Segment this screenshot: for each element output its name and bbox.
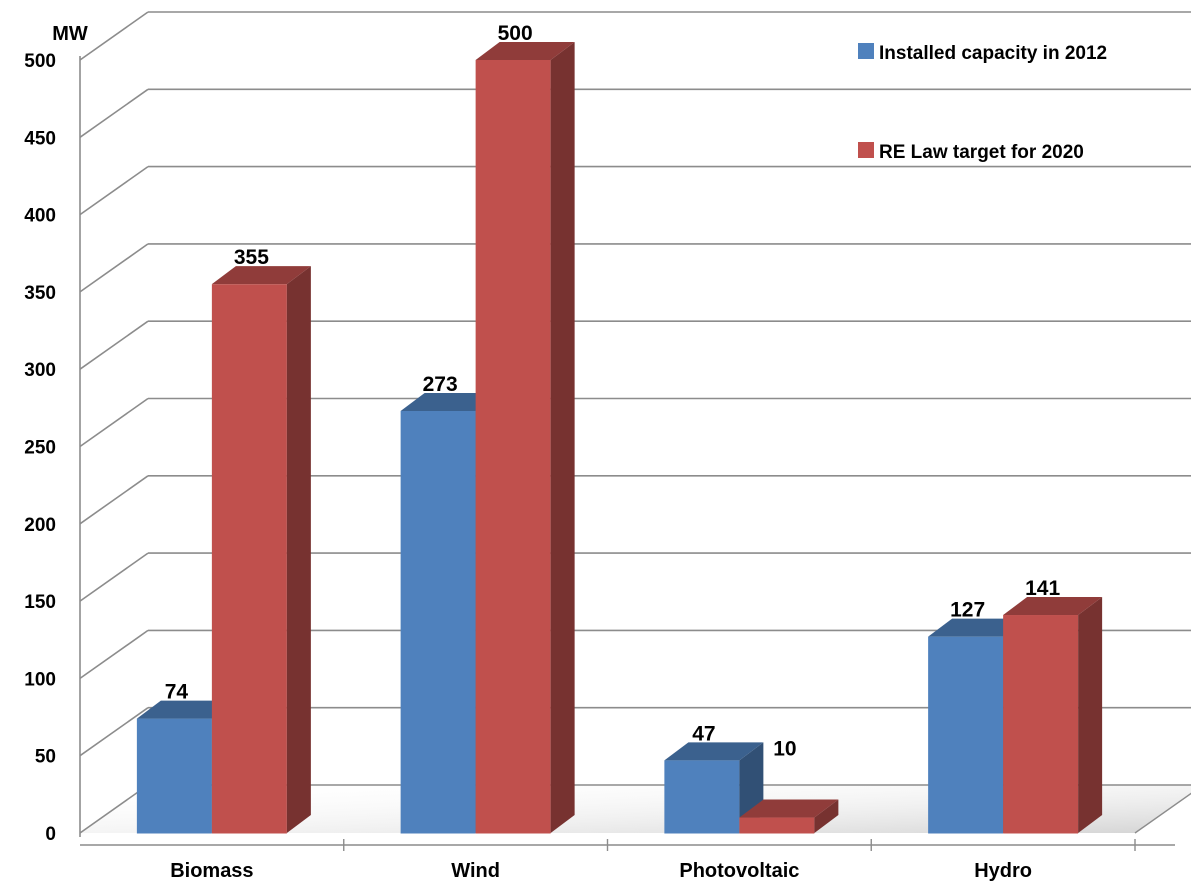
chart-floor	[80, 785, 1191, 833]
x-tick-label: Photovoltaic	[679, 860, 799, 882]
gridline-side	[79, 784, 149, 834]
legend-swatch	[858, 43, 874, 59]
y-tick-label: 0	[45, 824, 56, 845]
y-tick-label: 400	[24, 206, 56, 227]
bar-top	[211, 266, 311, 285]
data-label: 141	[1025, 577, 1060, 600]
bar-front	[664, 760, 740, 834]
x-tick-label: Biomass	[170, 860, 253, 882]
bar-side	[286, 266, 311, 833]
data-label: 500	[498, 22, 533, 45]
bar-front	[211, 284, 287, 834]
y-tick-label: 200	[24, 515, 56, 536]
bar-top	[136, 700, 236, 719]
gridline-side	[79, 629, 149, 680]
bar-front	[475, 60, 551, 834]
y-tick-label: 350	[24, 283, 56, 304]
bar-front	[1003, 615, 1079, 834]
bar-top	[664, 742, 764, 761]
bar-side	[550, 42, 575, 833]
legend-label: Installed capacity in 2012	[879, 43, 1107, 64]
bar-front	[136, 718, 212, 834]
bar-side	[814, 799, 839, 833]
data-label: 74	[165, 681, 189, 704]
data-label: 127	[950, 599, 985, 622]
data-label: 10	[773, 738, 796, 761]
data-label: 273	[423, 373, 458, 396]
y-tick-label: 250	[24, 438, 56, 459]
bar	[475, 42, 575, 834]
gridline-side	[79, 11, 149, 61]
data-label: 47	[692, 722, 715, 745]
y-tick-label: 450	[24, 128, 56, 149]
gridline-side	[79, 552, 149, 602]
bar	[1003, 597, 1103, 834]
data-label: 355	[234, 246, 269, 269]
bar	[739, 799, 839, 834]
bar-front	[400, 410, 476, 834]
y-tick-label: 100	[24, 669, 56, 690]
bar-front	[739, 817, 815, 834]
bar-top	[928, 618, 1028, 637]
gridline-side	[79, 475, 149, 525]
floor-edge	[1134, 792, 1191, 834]
gridline-side	[79, 707, 149, 757]
bar-top	[400, 392, 500, 411]
gridline-side	[79, 243, 149, 293]
y-axis-unit: MW	[52, 23, 88, 45]
gridline-side	[79, 320, 149, 370]
legend-label: RE Law target for 2020	[879, 142, 1084, 163]
gridline-side	[79, 397, 149, 448]
x-tick-label: Hydro	[974, 860, 1032, 882]
bar	[664, 742, 764, 834]
bar	[211, 266, 311, 834]
y-tick-label: 300	[24, 360, 56, 381]
gridline-side	[79, 165, 149, 216]
bar-side	[1078, 597, 1103, 833]
y-tick-label: 50	[35, 747, 56, 768]
y-tick-label: 150	[24, 592, 56, 613]
legend-swatch	[858, 142, 874, 158]
gridline-side	[79, 88, 149, 138]
bar-top	[1003, 597, 1103, 616]
bar-top	[739, 799, 839, 818]
x-tick-label: Wind	[451, 860, 500, 882]
bar-front	[928, 636, 1004, 834]
y-tick-label: 500	[24, 51, 56, 72]
bar-top	[475, 42, 575, 60]
